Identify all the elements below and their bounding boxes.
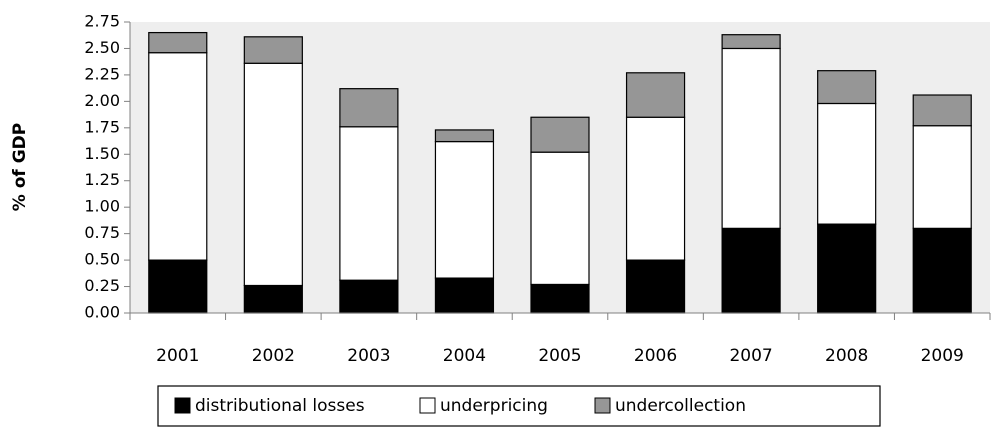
bar-segment [148,259,208,314]
legend-label: underpricing [440,396,548,416]
x-tick-label: 2001 [156,346,199,366]
bar-segment [912,227,972,314]
bar-segment [912,94,972,127]
bar-segment [530,283,590,314]
bar-segment [243,36,303,64]
bar-segment [530,116,590,153]
bar-segment [625,72,686,118]
bar-segment [625,116,686,261]
y-tick-label: 1.00 [84,197,120,216]
bar-segment [434,140,495,279]
bar-segment [721,227,781,314]
y-tick-label: 0.50 [84,250,120,269]
y-tick-label: 2.75 [84,12,120,31]
legend-swatch [174,397,191,414]
y-tick-label: 0.75 [84,223,120,242]
legend-swatch [419,397,436,414]
bar-segment [243,62,303,287]
y-tick-label: 2.00 [84,91,120,110]
y-tick-label: 0.00 [84,303,120,322]
x-tick-label: 2009 [921,346,964,366]
bar-segment [339,126,399,281]
x-tick-label: 2008 [825,346,868,366]
x-tick-label: 2007 [729,346,772,366]
x-tick-label: 2002 [252,346,295,366]
bar-segment [148,52,208,261]
y-tick-label: 1.25 [84,170,120,189]
y-tick-label: 0.25 [84,276,120,295]
bar-segment [148,31,208,54]
bar-segment [243,284,303,314]
bar-segment [721,34,781,50]
bar-segment [530,151,590,286]
y-tick-label: 1.75 [84,117,120,136]
y-tick-label: 2.25 [84,64,120,83]
y-tick-label: 1.50 [84,144,120,163]
legend-label: distributional losses [195,396,365,416]
bar-segment [817,223,877,314]
bar-segment [817,102,877,225]
bar-segment [339,88,399,128]
y-axis-title: % of GDP [10,123,30,211]
bar-segment [625,259,686,314]
bar-segment [721,47,781,229]
bar-segment [339,279,399,314]
x-tick-label: 2006 [634,346,677,366]
legend [157,385,881,427]
bar-segment [817,70,877,105]
y-tick-label: 2.50 [84,38,120,57]
x-tick-label: 2005 [538,346,581,366]
bar-segment [434,277,495,314]
bar-segment [912,125,972,229]
bar-segment [434,129,495,143]
legend-swatch [594,397,611,414]
x-tick-label: 2003 [347,346,390,366]
legend-label: undercollection [615,396,746,416]
x-tick-label: 2004 [443,346,486,366]
